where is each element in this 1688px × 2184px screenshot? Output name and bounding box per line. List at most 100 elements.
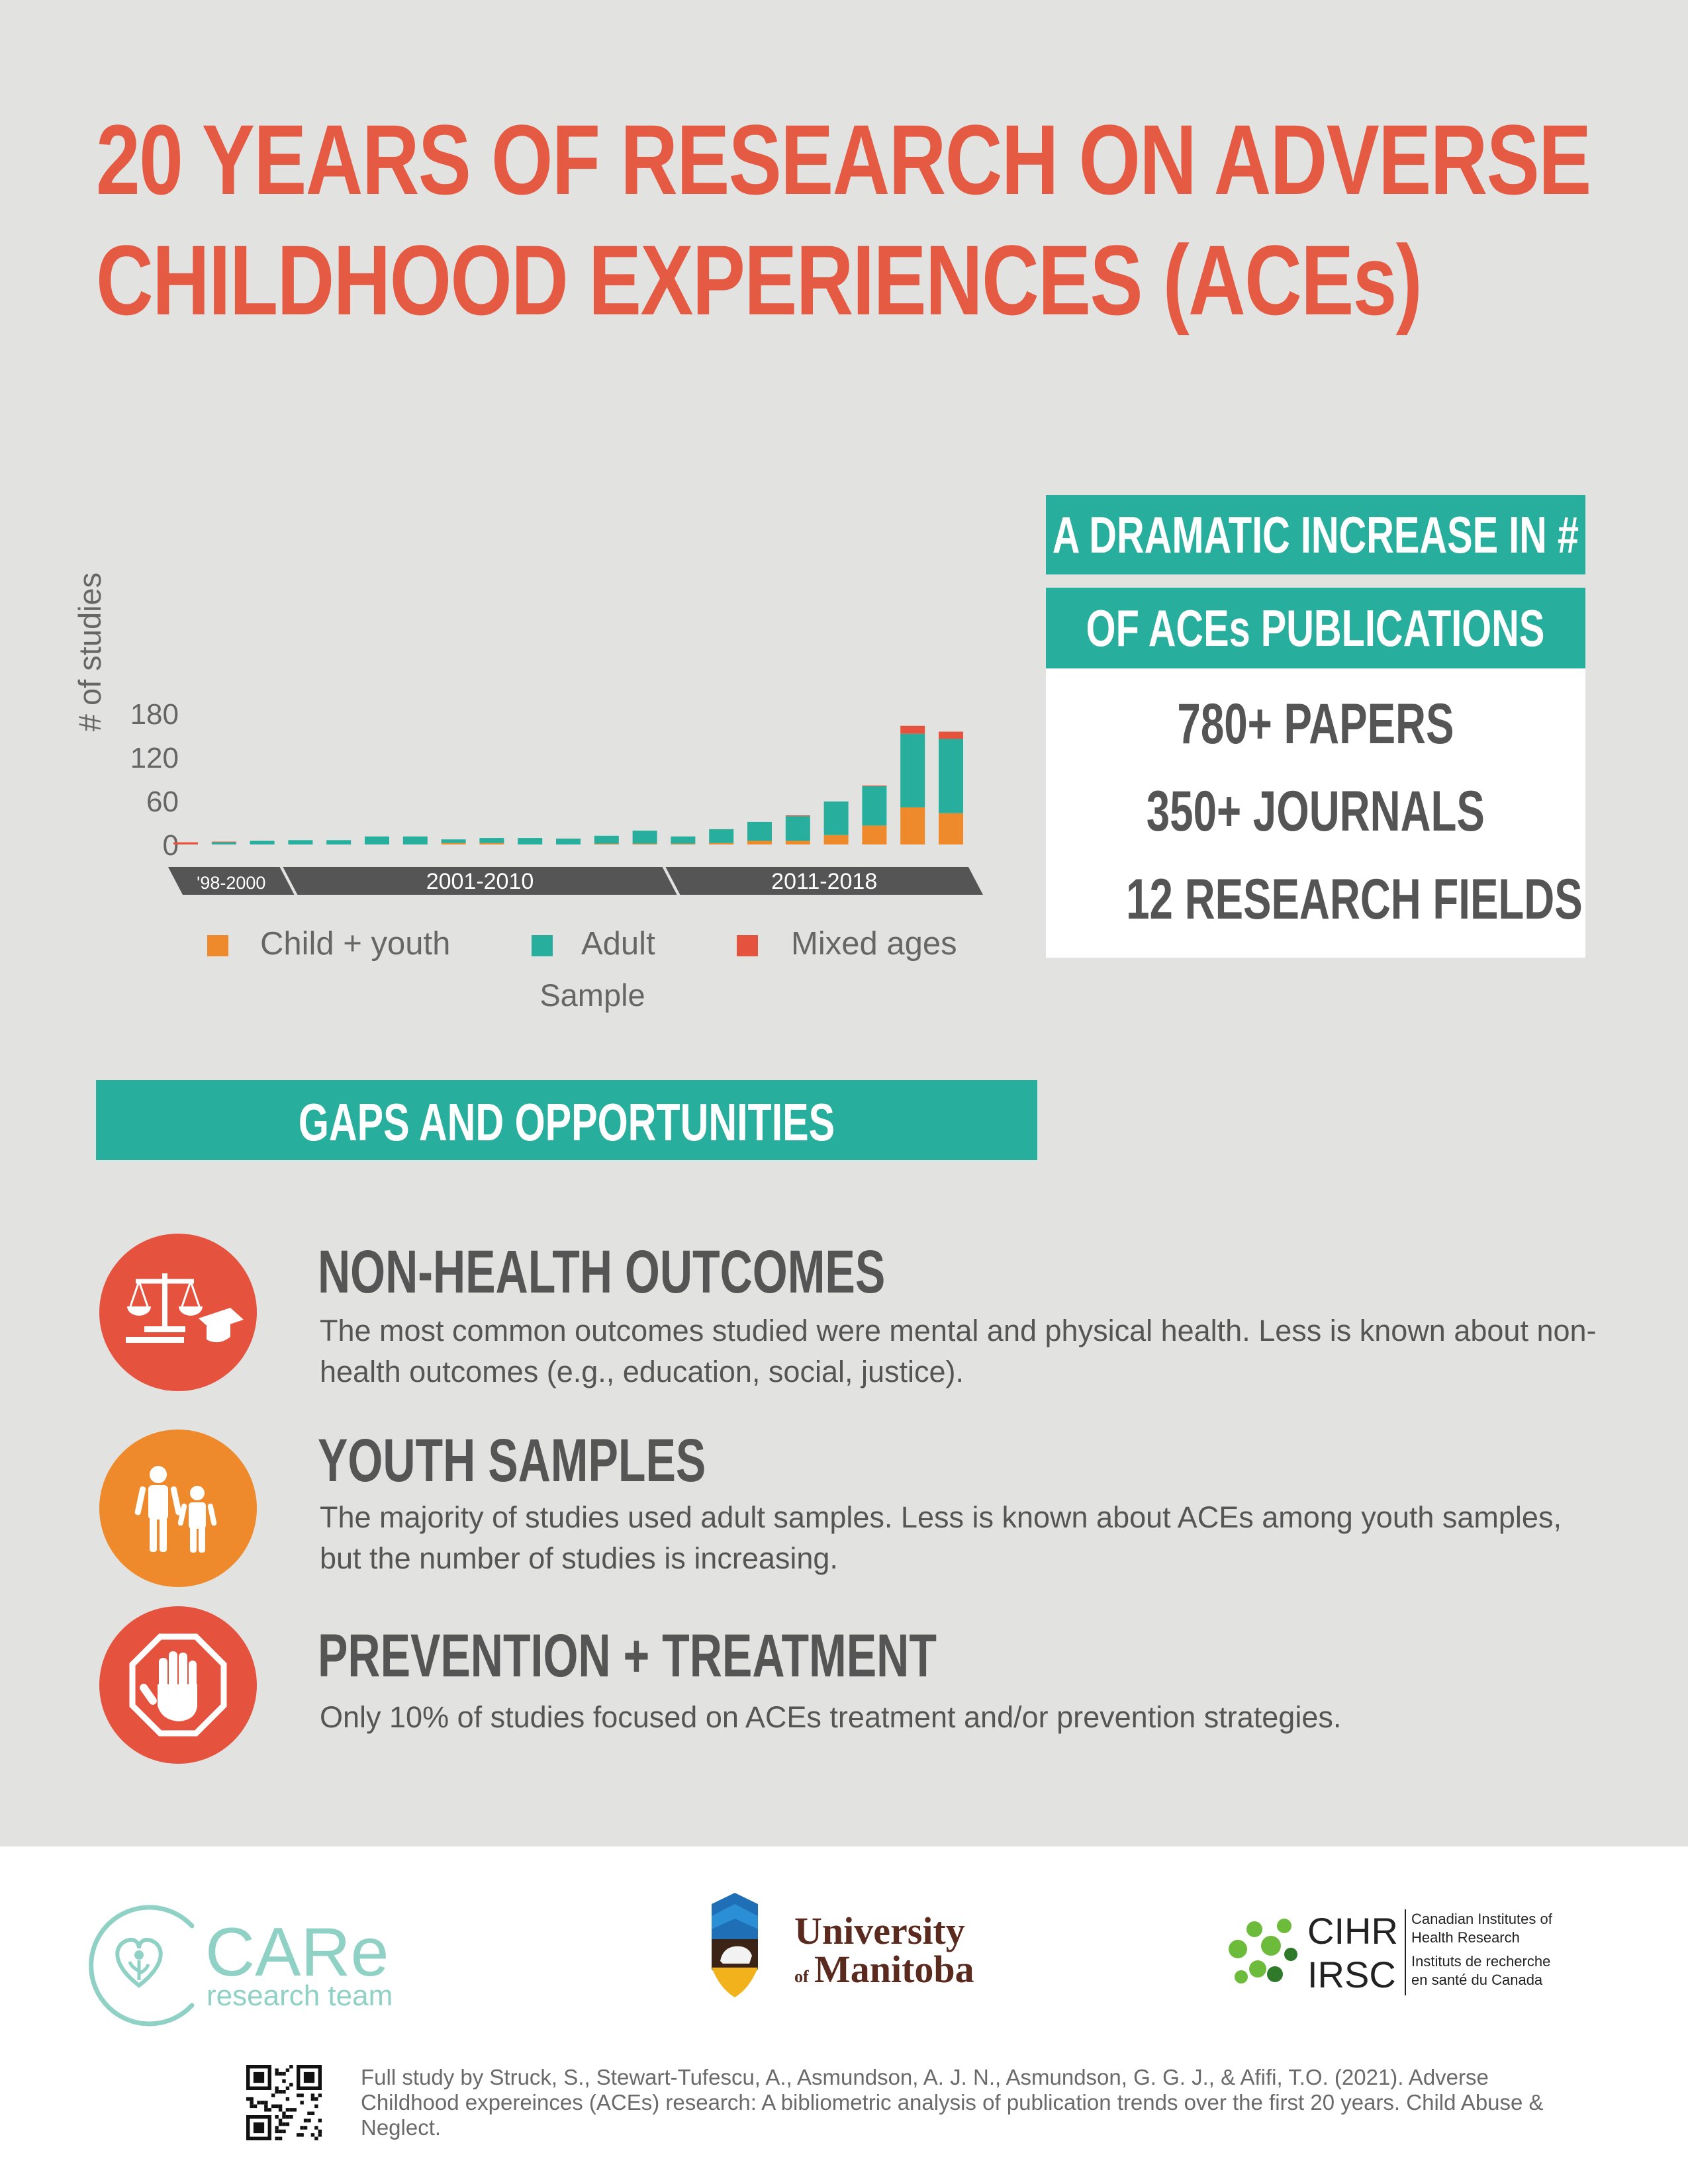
bar-2015-adult [823,801,849,835]
stat-journals-text: 350+ JOURNALS [1146,780,1485,843]
gap-icon-circle-2 [99,1430,257,1587]
cihr-en-line2: Health Research [1411,1929,1520,1946]
umanitoba-of: of [794,1967,809,1986]
y-tick-label-120: 120 [130,742,179,774]
umanitoba-line2: Manitoba [814,1948,974,1991]
care-logo-name: CARe [205,1914,389,1991]
page-title-line-2: CHILDHOOD EXPERIENCES (ACEs) [96,224,1423,336]
cihr-fr-line1: Instituts de recherche [1411,1953,1550,1970]
period-label-3: 2011-2018 [771,869,877,894]
bar-2000-adult [250,841,275,844]
gap-title-2: YOUTH SAMPLES [318,1427,706,1494]
y-axis: 0 60 120 180 [130,698,179,862]
legend-swatch-adult [532,935,553,956]
legend-label-mixed-ages: Mixed ages [791,926,957,962]
cihr-fr-abbr: IRSC [1307,1954,1396,1995]
university-of-manitoba-logo: University of Manitoba [712,1893,974,1997]
stop-hand-icon [129,1633,227,1737]
cihr-en-line1: Canadian Institutes of [1411,1911,1553,1927]
cihr-fr-line2: en santé du Canada [1411,1972,1543,1988]
bar-2017-child-youth [900,807,925,844]
legend-label-child-youth: Child + youth [260,926,451,962]
bar-2017-adult [900,733,925,807]
bar-2005-child-youth [441,842,466,844]
gap-title-3: PREVENTION + TREATMENT [318,1622,937,1690]
y-tick-label-60: 60 [146,786,179,818]
qr-code[interactable] [246,2065,322,2140]
bar-2017-mixed-ages [900,725,925,734]
y-tick-label-180: 180 [130,698,179,731]
stats-panel: 780+ PAPERS 350+ JOURNALS 12 RESEARCH FI… [1046,668,1585,958]
gaps-heading: GAPS AND OPPORTUNITIES [298,1093,835,1152]
bar-2013-adult [747,821,772,841]
period-band: '98-2000 2001-2010 2011-2018 [168,867,983,895]
bar-2016-child-youth [862,825,887,844]
stacked-bar-chart: 0 60 120 180 # of studies '98-2000 2001-2010… [72,572,983,1013]
stat-papers-text: 780+ PAPERS [1177,692,1454,756]
y-axis-label: # of studies [72,572,107,731]
bar-2001-adult [288,840,313,844]
gap-icon-circle-1 [99,1234,257,1391]
period-band-2 [283,867,677,895]
citation: Full study by Struck, S., Stewart-Tufesc… [361,2065,1544,2140]
period-label-2: 2001-2010 [426,869,534,894]
gap-icon-circle-3 [99,1606,257,1764]
page-title: 20 YEARS OF RESEARCH ON ADVERSE CHILDHOO… [96,99,1591,340]
bar-2010-adult [632,831,657,844]
y-tick-label-0: 0 [163,829,179,862]
period-label-1: '98-2000 [197,873,265,893]
bar-2014-adult [785,816,810,841]
gap-body-2: The majority of studies used adult sampl… [320,1500,1562,1575]
bar-2003-adult [365,836,389,844]
bar-1998-mixed-ages [173,842,198,844]
cihr-en-abbr: CIHR [1307,1910,1398,1952]
bar-group [173,725,963,844]
legend-swatch-mixed-ages [737,935,758,956]
bar-2013-child-youth [747,841,772,844]
stats-heading-2-text: OF ACEs PUBLICATIONS [1086,598,1545,657]
bar-2015-child-youth [823,835,849,844]
bar-2016-adult [862,786,887,826]
stat-papers: 780+ PAPERS [1046,692,1585,757]
bar-2004-adult [402,836,428,844]
bar-2005-adult [441,839,466,843]
stat-journals: 350+ JOURNALS [1046,779,1585,844]
bar-2018-mixed-ages [939,731,963,739]
stat-research-fields-text: 12 RESEARCH FIELDS [1126,868,1583,931]
bar-2002-adult [326,840,352,844]
gap-body-1: The most common outcomes studied were me… [320,1314,1597,1388]
legend-label-adult: Adult [581,926,655,962]
bar-2007-adult [518,838,543,844]
bar-2012-adult [709,829,734,843]
bar-2014-child-youth [785,841,810,844]
bar-2008-adult [556,839,581,844]
gap-title-1: NON-HEALTH OUTCOMES [318,1238,886,1306]
care-research-team-logo: CARe research team [89,1905,393,2026]
umanitoba-line1: University [794,1909,965,1952]
page-title-line-1: 20 YEARS OF RESEARCH ON ADVERSE [96,104,1591,215]
stats-heading-1: A DRAMATIC INCREASE IN # [1046,495,1585,574]
footer: CARe research team University of Manitob… [0,1846,1688,2184]
stats-heading-2: OF ACEs PUBLICATIONS [1046,588,1585,668]
stats-heading-1-text: A DRAMATIC INCREASE IN # [1052,505,1579,564]
bar-2006-child-youth [479,842,504,844]
bar-2018-child-youth [939,813,963,844]
x-axis-label: Sample [539,978,645,1013]
period-band-1 [168,867,295,895]
stat-research-fields: 12 RESEARCH FIELDS [1046,867,1585,933]
bar-2014-mixed-ages [785,815,810,817]
bar-2009-adult [594,835,619,844]
cihr-irsc-logo: CIHR IRSC Canadian Institutes of Health … [1229,1909,1553,1995]
bar-2018-adult [939,739,963,813]
bar-2012-child-youth [709,842,734,844]
bar-2006-adult [479,838,504,843]
adult-child-icon [134,1466,217,1553]
bar-2011-adult [671,836,696,844]
scales-graduation-cap-icon [126,1273,244,1343]
care-logo-sub: research team [207,1979,393,2012]
legend-swatch-child-youth [207,935,228,956]
gaps-heading-bar: GAPS AND OPPORTUNITIES [96,1080,1037,1160]
bar-1999-adult [211,842,236,844]
period-band-3 [665,867,983,895]
gap-body-3: Only 10% of studies focused on ACEs trea… [320,1700,1342,1734]
